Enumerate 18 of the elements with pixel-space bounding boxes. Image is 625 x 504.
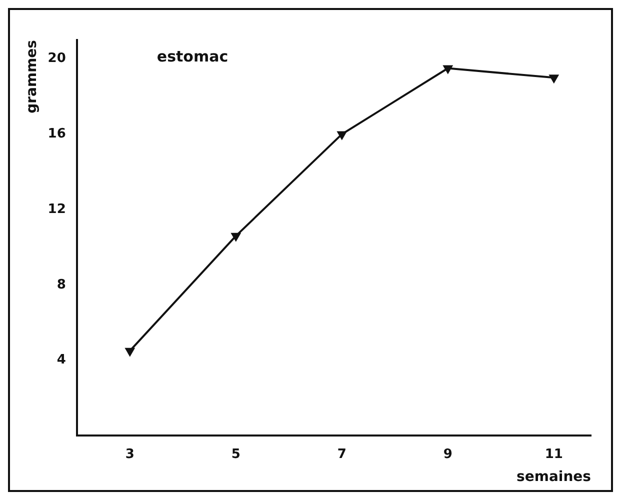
y-tick-label: 12: [48, 202, 66, 217]
y-tick-label: 4: [56, 352, 66, 368]
point: [549, 74, 558, 83]
y-tick-label: 16: [48, 126, 66, 142]
y-tick-label: 20: [48, 51, 66, 66]
point: [337, 131, 346, 140]
point: [443, 65, 452, 74]
x-tick-label: 3: [125, 446, 134, 462]
x-tick-label: 7: [337, 446, 346, 462]
annotation: estomac: [156, 47, 228, 66]
x-tick-label: 11: [544, 446, 563, 462]
y-axis-title: grammes: [24, 40, 40, 114]
x-tick-label: 9: [443, 446, 452, 462]
x-tick-label: 5: [231, 446, 240, 462]
x-axis-title: semaines: [516, 469, 591, 486]
point: [125, 348, 134, 356]
y-tick-label: 8: [56, 277, 66, 292]
point: [231, 232, 240, 241]
